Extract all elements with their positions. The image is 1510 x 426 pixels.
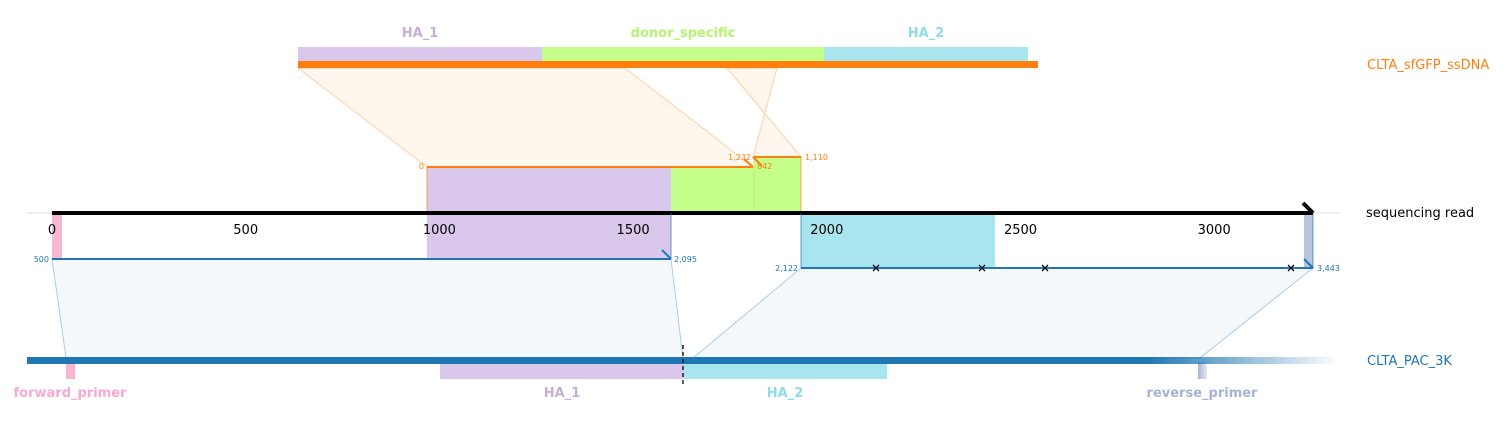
mismatch-marker — [1041, 264, 1049, 272]
read-axis-tick-label: 500 — [233, 223, 258, 238]
target-alignments-on-read: 500 2,095 2,122 3,443 — [34, 213, 1340, 273]
read-axis-tick-label: 1500 — [617, 223, 650, 238]
target-alignment-2-start-label: 2,122 — [775, 264, 798, 273]
mismatch-marker — [978, 264, 986, 272]
donor-alignment-fan-2 — [725, 67, 803, 158]
donor-sequence-line — [298, 61, 1038, 68]
read-track: sequencing read 0 500 1000 1500 2000 2500 3000 — [27, 201, 1474, 238]
read-projected-donor-specific-2 — [754, 157, 801, 213]
donor-alignments-on-read: 0 1,232 842 1,110 — [419, 153, 828, 213]
target-feature-label-ha1: HA_1 — [544, 386, 581, 401]
target-alignment-1-start-label: 500 — [34, 255, 49, 264]
read-axis-tick-label: 2000 — [810, 223, 843, 238]
donor-alignment-1-end-label: 1,232 — [728, 153, 751, 162]
target-sequence-line — [27, 357, 1147, 364]
target-feature-label-reverse-primer: reverse_primer — [1147, 386, 1259, 401]
read-projected-reverse-primer — [1304, 213, 1313, 268]
target-name-label: CLTA_PAC_3K — [1367, 354, 1452, 369]
target-alignment-1-end-label: 2,095 — [674, 255, 697, 264]
donor-feature-label-ha1: HA_1 — [402, 26, 439, 41]
read-name-label: sequencing read — [1366, 206, 1474, 221]
target-feature-ha2-bar — [683, 362, 887, 379]
donor-feature-label-donor-specific: donor_specific — [631, 26, 736, 41]
donor-feature-donor-specific-bar — [542, 47, 824, 62]
donor-alignment-fan-1 — [296, 67, 755, 168]
read-axis-tick-label: 1000 — [423, 223, 456, 238]
read-projected-ha2 — [801, 213, 995, 268]
read-projected-donor-features — [427, 157, 801, 259]
mismatch-marker — [1287, 264, 1295, 272]
target-feature-label-ha2: HA_2 — [767, 386, 804, 401]
target-track: forward_primer HA_1 HA_2 reverse_primer … — [14, 345, 1452, 401]
target-alignment-fans — [51, 258, 1315, 359]
donor-feature-ha1-bar — [298, 47, 542, 62]
target-alignment-2-end-label: 3,443 — [1317, 264, 1340, 273]
read-axis-tick-label: 3000 — [1198, 223, 1231, 238]
target-alignment-fan-1 — [51, 258, 684, 359]
target-feature-label-forward-primer: forward_primer — [14, 386, 128, 401]
mismatch-markers — [872, 264, 1295, 272]
donor-alignment-1-start-label: 0 — [419, 162, 424, 171]
read-projected-target-features — [52, 213, 1313, 268]
donor-alignment-2-start-label: 842 — [757, 162, 772, 171]
read-projected-donor-specific-1 — [671, 167, 754, 213]
donor-alignment-fans — [296, 67, 803, 168]
mismatch-marker — [872, 264, 880, 272]
donor-alignment-2-end-label: 1,110 — [805, 153, 828, 162]
donor-feature-ha2-bar — [824, 47, 1028, 62]
donor-name-label: CLTA_sfGFP_ssDNA — [1367, 58, 1489, 73]
target-feature-forward-primer-bar — [66, 362, 75, 379]
read-axis-tick-label: 2500 — [1004, 223, 1037, 238]
target-alignment-fan-2 — [691, 267, 1315, 359]
donor-track: HA_1 donor_specific HA_2 CLTA_sfGFP_ssDN… — [298, 26, 1489, 73]
read-projected-forward-primer — [52, 213, 62, 259]
read-axis-ticks: 0 500 1000 1500 2000 2500 3000 — [48, 223, 1231, 238]
target-feature-ha1-bar — [440, 362, 683, 379]
target-sequence-line-fade — [1147, 357, 1340, 364]
target-feature-reverse-primer-bar — [1198, 362, 1207, 379]
read-axis-tick-label: 0 — [48, 223, 56, 238]
read-arrow-head — [1301, 201, 1315, 215]
donor-feature-label-ha2: HA_2 — [908, 26, 945, 41]
